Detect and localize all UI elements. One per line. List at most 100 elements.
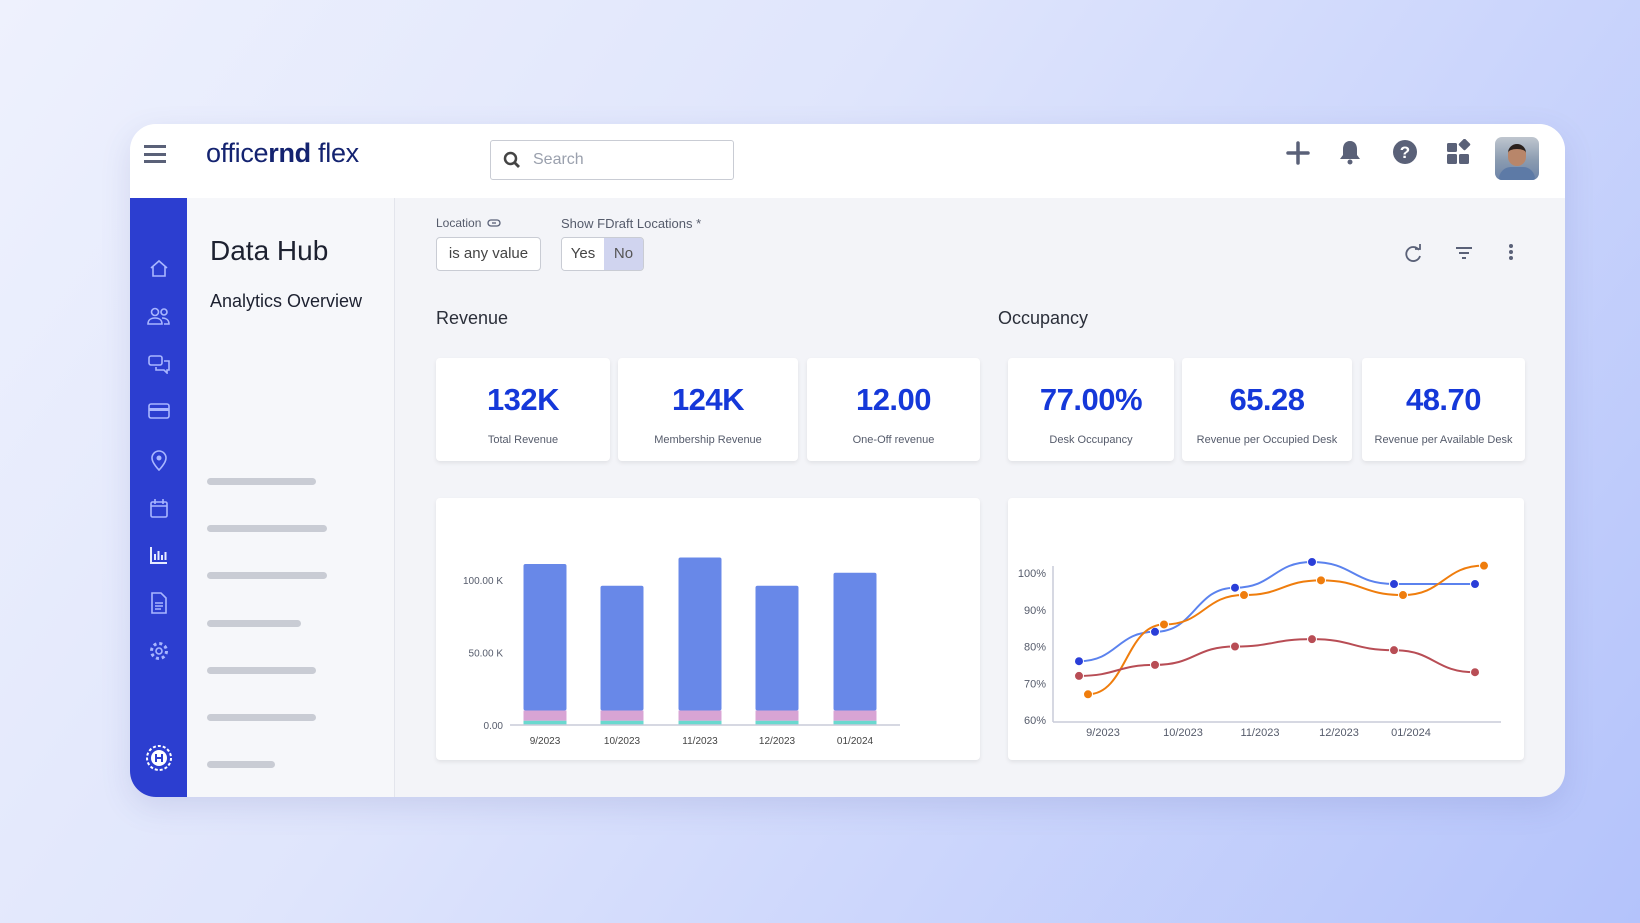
bar-segment-blue <box>523 564 567 711</box>
more-options-icon[interactable] <box>1508 243 1514 261</box>
kpi-label: Membership Revenue <box>654 434 762 446</box>
users-icon <box>147 307 170 325</box>
y-tick-label: 50.00 K <box>469 649 504 660</box>
bar-segment-teal <box>678 720 722 725</box>
data-point-blue <box>1230 582 1240 593</box>
chat-icon <box>148 355 170 374</box>
data-point-blue <box>1150 626 1160 637</box>
y-tick-label: 80% <box>1024 642 1046 654</box>
x-tick-label: 01/2024 <box>1391 727 1431 739</box>
location-filter-input[interactable]: is any value <box>436 237 541 271</box>
sidebar-item-messages[interactable] <box>145 350 173 378</box>
bar-segment-teal <box>755 720 799 725</box>
page-title: Data Hub <box>210 235 329 266</box>
bar-segment-pink <box>755 710 799 721</box>
support-logo-icon[interactable] <box>145 744 173 772</box>
kpi-value: 124K <box>671 382 745 417</box>
y-tick-label: 90% <box>1024 605 1046 617</box>
sidebar-item-members[interactable] <box>145 302 173 330</box>
add-icon[interactable] <box>1286 141 1310 165</box>
y-tick-label: 100.00 K <box>463 576 503 587</box>
filter-icon[interactable] <box>1455 245 1473 261</box>
location-label: Location <box>436 216 482 230</box>
data-point-orange <box>1316 575 1326 586</box>
logo-text-bold: rnd <box>268 138 311 168</box>
sidebar-item-calendar[interactable] <box>145 494 173 522</box>
app-window: officernd flex Search ? Data Hub Analyti… <box>130 124 1565 797</box>
sidebar-item-billing[interactable] <box>145 397 173 425</box>
line-series-orange <box>1087 564 1485 696</box>
nav-item-placeholder[interactable] <box>207 525 327 532</box>
logo-suffix: flex <box>310 138 359 168</box>
kpi-label: Revenue per Occupied Desk <box>1196 434 1338 446</box>
bar-segment-pink <box>833 710 877 721</box>
sidebar-item-documents[interactable] <box>145 589 173 617</box>
document-icon <box>151 592 167 614</box>
search-input[interactable]: Search <box>490 140 734 180</box>
nav-item-placeholder[interactable] <box>207 761 275 768</box>
apps-icon[interactable] <box>1446 139 1472 165</box>
kpi-card-one-off-revenue: 12.00 One-Off revenue <box>807 358 980 461</box>
x-tick-label: 9/2023 <box>530 736 561 747</box>
top-bar: officernd flex Search ? <box>130 124 1565 198</box>
refresh-icon[interactable] <box>1403 244 1423 264</box>
hamburger-menu-icon[interactable] <box>144 145 166 163</box>
home-icon <box>150 259 168 277</box>
nav-item-placeholder[interactable] <box>207 572 327 579</box>
kpi-card-desk-occupancy: 77.00% Desk Occupancy <box>1008 358 1174 461</box>
user-avatar[interactable] <box>1495 137 1539 180</box>
bar-segment-teal <box>833 720 877 725</box>
nav-item-placeholder[interactable] <box>207 620 301 627</box>
location-pin-icon <box>151 450 167 471</box>
revenue-bar-chart-card: 0.00 50.00 K 100.00 K 9/2023 10/2023 11/2023 1… <box>436 498 980 760</box>
data-point-orange <box>1398 590 1408 601</box>
y-tick-label: 60% <box>1024 715 1046 727</box>
x-tick-label: 11/2023 <box>682 736 718 747</box>
nav-item-placeholder[interactable] <box>207 478 316 485</box>
x-tick-label: 10/2023 <box>1163 727 1203 739</box>
toggle-no[interactable]: No <box>604 238 643 270</box>
revenue-heading: Revenue <box>436 308 509 328</box>
sidebar-item-settings[interactable] <box>145 637 173 665</box>
data-point-orange <box>1159 619 1169 630</box>
nav-item-analytics-overview[interactable]: Analytics Overview <box>210 291 363 311</box>
kpi-value: 77.00% <box>1039 382 1143 417</box>
kpi-card-total-revenue: 132K Total Revenue <box>436 358 610 461</box>
x-tick-label: 9/2023 <box>1086 727 1120 739</box>
x-tick-label: 01/2024 <box>837 736 874 747</box>
logo[interactable]: officernd flex <box>206 138 359 169</box>
notification-bell-icon[interactable] <box>1338 139 1362 165</box>
secondary-sidebar: Data Hub Analytics Overview <box>187 198 395 797</box>
calendar-icon <box>150 499 168 518</box>
data-point-red <box>1230 641 1240 652</box>
kpi-value: 12.00 <box>855 382 932 417</box>
kpi-label: Total Revenue <box>487 434 559 446</box>
svg-text:?: ? <box>1400 143 1410 162</box>
data-point-red <box>1150 659 1160 670</box>
nav-item-placeholder[interactable] <box>207 667 316 674</box>
revenue-bar-chart: 0.00 50.00 K 100.00 K 9/2023 10/2023 11/2023 1… <box>463 557 900 747</box>
data-point-blue <box>1470 579 1480 590</box>
data-point-blue <box>1074 656 1084 667</box>
sidebar-item-locations[interactable] <box>145 446 173 474</box>
draft-locations-label: Show FDraft Locations * <box>561 216 702 231</box>
bar-segment-teal <box>523 720 567 725</box>
sidebar-item-home[interactable] <box>145 254 173 282</box>
help-icon[interactable]: ? <box>1392 139 1418 165</box>
data-point-blue <box>1389 579 1399 590</box>
link-icon[interactable] <box>487 219 502 227</box>
logo-text: office <box>206 138 269 168</box>
kpi-value: 65.28 <box>1229 382 1305 417</box>
nav-item-placeholder[interactable] <box>207 714 316 721</box>
brand-badge-icon <box>146 745 172 771</box>
bar-chart-icon <box>150 547 167 564</box>
occupancy-line-chart: 60% 70% 80% 90% 100% 9/2023 10/2023 11/2023 12/2… <box>1018 556 1501 739</box>
data-point-orange <box>1083 689 1093 700</box>
draft-locations-toggle: Yes No <box>561 237 644 271</box>
kpi-card-revenue-occupied-desk: 65.28 Revenue per Occupied Desk <box>1182 358 1352 461</box>
toggle-yes[interactable]: Yes <box>562 238 604 270</box>
y-tick-label: 100% <box>1018 568 1046 580</box>
location-filter-label: Location <box>436 216 502 230</box>
sidebar-item-analytics[interactable] <box>145 541 173 569</box>
data-point-blue <box>1307 556 1317 567</box>
